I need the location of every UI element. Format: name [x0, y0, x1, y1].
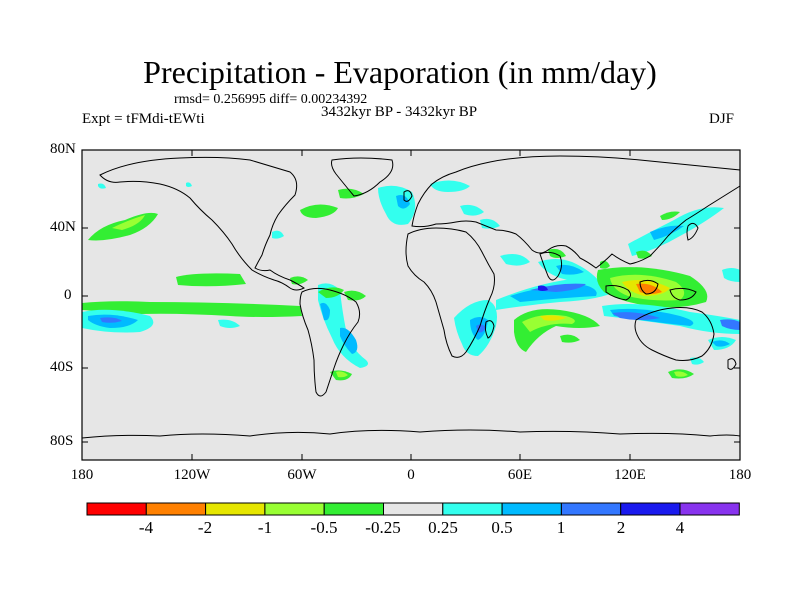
anomaly-region: [560, 334, 580, 343]
colorbar-label: -0.25: [365, 518, 401, 537]
anomaly-region: [176, 273, 246, 287]
anomaly-region: [612, 312, 660, 320]
anomaly-region: [556, 264, 584, 275]
period-label: 3432kyr BP - 3432kyr BP: [321, 104, 478, 120]
anomaly-region: [300, 204, 338, 218]
anomaly-region: [112, 215, 145, 230]
anomaly-region: [660, 211, 680, 220]
anomaly-region: [460, 204, 484, 216]
lon-label-180e: 180: [728, 467, 752, 483]
coastline-australia: [634, 307, 715, 361]
anomaly-region: [480, 218, 500, 229]
colorbar-label: 1: [556, 518, 566, 537]
colorbar-swatch: [442, 502, 503, 516]
anomaly-region: [218, 319, 240, 328]
anomaly-region: [500, 254, 530, 266]
lon-label-60w: 60W: [287, 467, 317, 483]
coastlines: [81, 155, 741, 439]
colorbar-swatch: [560, 502, 622, 516]
lon-label-60e: 60E: [507, 467, 533, 483]
plot-title: Precipitation - Evaporation (in mm/day): [143, 54, 657, 90]
colorbar-swatch: [620, 502, 681, 516]
coastline-antarctica: [81, 429, 741, 439]
anomaly-region: [318, 287, 344, 298]
coastline-africa: [405, 227, 495, 358]
coastline-greenland: [331, 157, 394, 197]
coastline-borneo: [639, 279, 659, 295]
colorbar-swatch: [264, 502, 325, 516]
lat-label-40n: 40N: [50, 219, 76, 235]
colorbar-swatch: [323, 502, 385, 516]
colorbar-swatch: [383, 502, 444, 516]
coastline-north-america: [99, 156, 305, 291]
anomaly-region: [430, 180, 470, 192]
colorbar-label: 2: [616, 518, 626, 537]
colorbar-swatch: [679, 502, 740, 516]
colorbar-label: -4: [138, 518, 154, 537]
anomaly-region: [320, 302, 330, 321]
anomaly-region: [82, 301, 302, 317]
lon-label-0: 0: [407, 467, 415, 483]
anomaly-region: [628, 207, 724, 256]
anomaly-region: [318, 283, 368, 368]
coastline-india: [539, 251, 563, 281]
coastline-europe-asia: [411, 155, 741, 269]
lat-label-equator: 0: [64, 287, 72, 303]
anomaly-region: [338, 188, 364, 199]
anomaly-region: [100, 317, 122, 323]
colorbar-swatch: [145, 502, 207, 516]
anomaly-region: [720, 319, 740, 330]
anomaly-region: [272, 230, 284, 239]
colorbar-swatch: [86, 502, 147, 516]
lat-label-40s: 40S: [50, 359, 74, 375]
experiment-label: Expt = tFMdi-tEWti: [82, 111, 205, 127]
colorbar-label: -0.5: [310, 518, 338, 537]
anomaly-region: [186, 182, 192, 187]
colorbar-label: 0.5: [491, 518, 513, 537]
anomaly-region: [712, 340, 730, 347]
lon-label-120e: 120E: [614, 467, 646, 483]
anomaly-region: [340, 327, 358, 354]
coastline-south-america: [299, 287, 361, 397]
colorbar-label: 4: [675, 518, 685, 537]
coastline-indonesia: [605, 285, 632, 301]
lon-label-120w: 120W: [173, 467, 211, 483]
colorbar-label: -2: [197, 518, 213, 537]
anomaly-region: [548, 248, 566, 258]
coastline-new-zealand: [727, 358, 737, 370]
lon-label-180w: 180: [70, 467, 94, 483]
stats-label: rmsd= 0.256995 diff= 0.00234392: [174, 92, 368, 107]
anomaly-region: [538, 285, 548, 291]
lat-label-80n: 80N: [50, 141, 76, 157]
axis-ticks: [82, 149, 740, 460]
anomaly-region: [336, 371, 348, 378]
anomaly-region: [378, 185, 416, 225]
anomaly-region: [396, 195, 410, 209]
coastline-uk: [403, 190, 413, 202]
anomaly-region: [674, 371, 688, 377]
colorbar-label: -1: [257, 518, 273, 537]
coastline-madagascar: [484, 320, 495, 339]
colorbar-label: 0.25: [428, 518, 458, 537]
coastline-new-guinea: [669, 287, 697, 301]
colorbar-swatch: [205, 502, 266, 516]
anomaly-region: [98, 183, 106, 189]
coastline-japan: [686, 222, 699, 241]
anomaly-fields: [82, 180, 740, 381]
season-label: DJF: [709, 111, 735, 127]
colorbar-swatch: [501, 502, 562, 516]
lat-label-80s: 80S: [50, 433, 74, 449]
anomaly-region: [722, 268, 740, 282]
anomaly-region: [540, 315, 566, 321]
